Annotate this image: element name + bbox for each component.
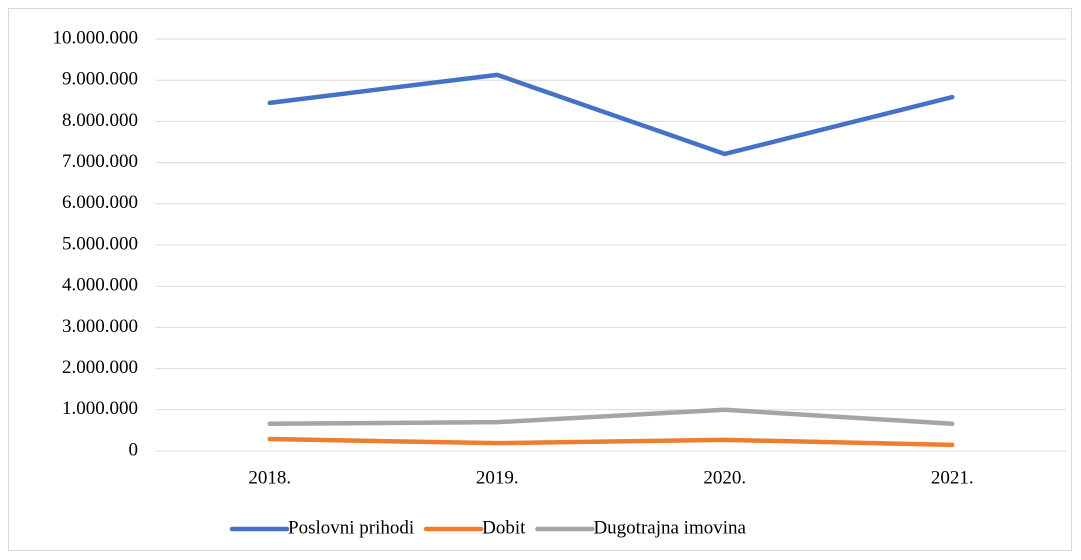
legend-label: Dobit xyxy=(482,517,526,538)
y-tick-label: 8.000.000 xyxy=(62,110,138,131)
series-line xyxy=(267,407,955,427)
x-tick-label: 2018. xyxy=(248,467,291,488)
legend-label: Poslovni prihodi xyxy=(288,517,414,538)
chart-border xyxy=(8,8,1072,551)
y-tick-label: 0 xyxy=(129,439,139,460)
x-tick-label: 2020. xyxy=(703,467,746,488)
y-tick-label: 10.000.000 xyxy=(53,27,139,48)
y-tick-label: 7.000.000 xyxy=(62,151,138,172)
y-tick-label: 3.000.000 xyxy=(62,316,138,337)
y-tick-label: 2.000.000 xyxy=(62,357,138,378)
x-tick-label: 2021. xyxy=(931,467,974,488)
y-tick-label: 5.000.000 xyxy=(62,233,138,254)
y-tick-label: 9.000.000 xyxy=(62,69,138,90)
y-tick-label: 4.000.000 xyxy=(62,275,138,296)
legend-label: Dugotrajna imovina xyxy=(593,517,746,538)
x-tick-label: 2019. xyxy=(476,467,519,488)
series-line xyxy=(267,436,955,448)
y-tick-label: 1.000.000 xyxy=(62,398,138,419)
series-line xyxy=(267,72,955,157)
y-tick-label: 6.000.000 xyxy=(62,192,138,213)
